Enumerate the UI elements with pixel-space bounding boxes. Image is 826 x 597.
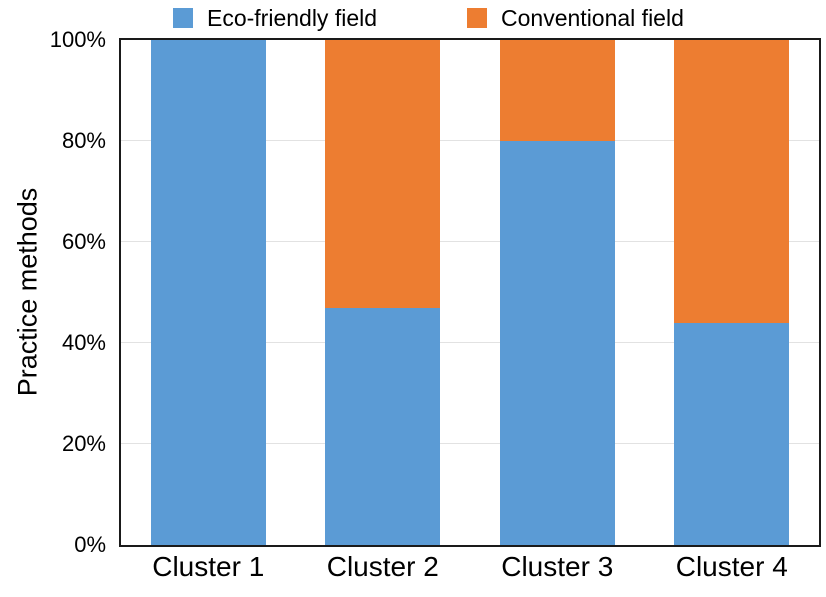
stacked-bar bbox=[499, 40, 615, 545]
bar-segment bbox=[674, 40, 790, 323]
y-tick-label: 20% bbox=[61, 431, 106, 456]
legend-item: Conventional field bbox=[467, 5, 684, 31]
x-tick-label: Cluster 3 bbox=[501, 551, 614, 582]
bar-slot bbox=[645, 40, 820, 545]
legend-swatch-icon bbox=[173, 8, 193, 28]
bar-slot bbox=[296, 40, 471, 545]
bar-segment bbox=[499, 141, 615, 545]
plot-area bbox=[119, 38, 821, 547]
y-tick-label: 60% bbox=[61, 229, 106, 254]
y-tick-label: 40% bbox=[61, 330, 106, 355]
x-tick-label: Cluster 4 bbox=[675, 551, 788, 582]
gridline bbox=[121, 443, 819, 444]
bar-segment bbox=[150, 40, 266, 545]
gridline bbox=[121, 241, 819, 242]
y-axis-tick-labels: 0% 20% 40% 60% 80% 100% bbox=[0, 27, 112, 557]
legend-swatch-icon bbox=[467, 8, 488, 28]
stacked-bar bbox=[674, 40, 790, 545]
y-tick-label: 80% bbox=[61, 128, 106, 153]
bars-container bbox=[121, 40, 819, 545]
x-tick-label: Cluster 1 bbox=[152, 551, 265, 582]
legend-item: Eco-friendly field bbox=[173, 5, 377, 31]
legend-label: Conventional field bbox=[501, 5, 684, 31]
gridline bbox=[121, 342, 819, 343]
y-tick-label: 0% bbox=[74, 532, 106, 557]
stacked-bar bbox=[325, 40, 441, 545]
legend-label: Eco-friendly field bbox=[207, 5, 378, 31]
gridline bbox=[121, 140, 819, 141]
bar-segment bbox=[499, 40, 615, 141]
y-tick-label: 100% bbox=[49, 27, 106, 52]
legend: Eco-friendly field Conventional field bbox=[173, 5, 684, 31]
bar-slot bbox=[470, 40, 645, 545]
bar-segment bbox=[325, 307, 441, 545]
x-tick-label: Cluster 2 bbox=[326, 551, 439, 582]
bar-segment bbox=[674, 322, 790, 545]
bar-slot bbox=[121, 40, 296, 545]
x-axis-tick-labels: Cluster 1 Cluster 2 Cluster 3 Cluster 4 bbox=[121, 551, 819, 583]
bar-segment bbox=[325, 40, 441, 308]
stacked-bar bbox=[150, 40, 266, 545]
